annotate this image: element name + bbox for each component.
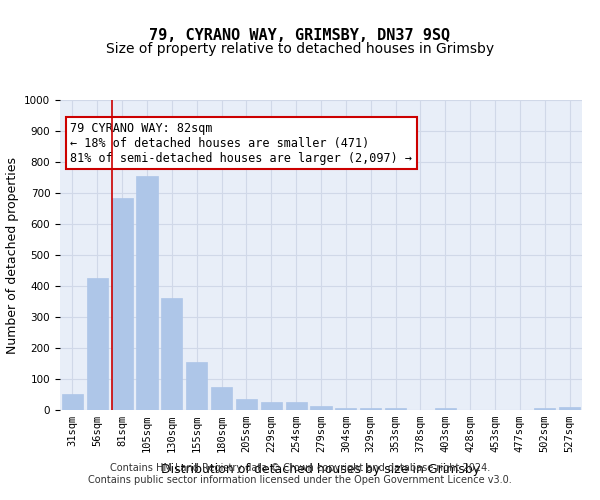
Bar — [211, 387, 232, 410]
Text: Size of property relative to detached houses in Grimsby: Size of property relative to detached ho… — [106, 42, 494, 56]
Bar — [261, 402, 282, 410]
Bar — [236, 398, 257, 410]
Bar — [286, 402, 307, 410]
Bar — [335, 408, 356, 410]
Bar — [310, 406, 332, 410]
Bar — [186, 362, 207, 410]
Bar — [87, 278, 108, 410]
Bar — [136, 176, 158, 410]
Text: 79 CYRANO WAY: 82sqm
← 18% of detached houses are smaller (471)
81% of semi-deta: 79 CYRANO WAY: 82sqm ← 18% of detached h… — [70, 122, 412, 164]
Bar — [559, 407, 580, 410]
Y-axis label: Number of detached properties: Number of detached properties — [5, 156, 19, 354]
Bar — [62, 394, 83, 410]
Bar — [534, 408, 555, 410]
Bar — [161, 298, 182, 410]
Bar — [435, 408, 456, 410]
Bar — [360, 408, 381, 410]
Bar — [385, 408, 406, 410]
X-axis label: Distribution of detached houses by size in Grimsby: Distribution of detached houses by size … — [161, 464, 481, 476]
Text: Contains HM Land Registry data © Crown copyright and database right 2024.
Contai: Contains HM Land Registry data © Crown c… — [88, 464, 512, 485]
Text: 79, CYRANO WAY, GRIMSBY, DN37 9SQ: 79, CYRANO WAY, GRIMSBY, DN37 9SQ — [149, 28, 451, 42]
Bar — [112, 198, 133, 410]
